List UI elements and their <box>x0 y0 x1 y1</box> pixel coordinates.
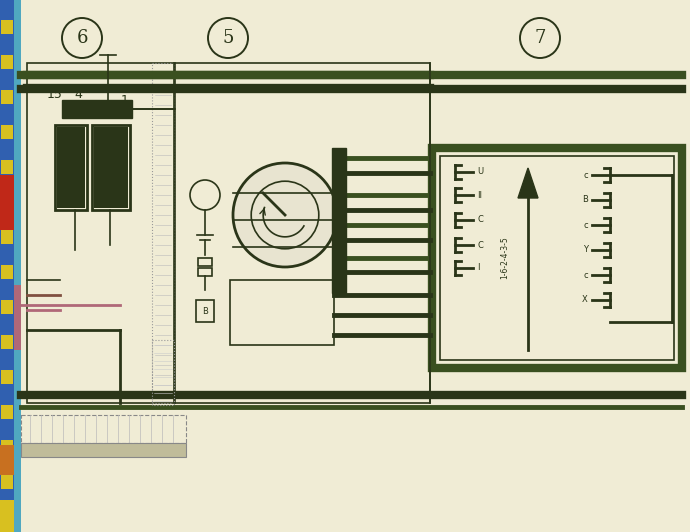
Bar <box>1 335 13 349</box>
Circle shape <box>233 163 337 267</box>
Bar <box>198 268 212 276</box>
Text: II: II <box>477 190 482 200</box>
Text: 5: 5 <box>222 29 234 47</box>
Bar <box>0 0 14 532</box>
Bar <box>57 127 85 208</box>
Bar <box>198 258 212 266</box>
Bar <box>1 300 13 314</box>
Text: C: C <box>477 240 483 250</box>
Bar <box>1 440 13 454</box>
Bar <box>1 160 13 174</box>
Text: B: B <box>582 195 588 204</box>
Text: 1: 1 <box>121 94 129 106</box>
Text: 1-6-2-4-3-5: 1-6-2-4-3-5 <box>500 237 509 279</box>
Text: c: c <box>583 270 588 279</box>
Bar <box>1 475 13 489</box>
Text: I: I <box>477 263 480 272</box>
Bar <box>1 370 13 384</box>
Bar <box>196 300 214 322</box>
Text: 7: 7 <box>534 29 546 47</box>
Text: U: U <box>477 168 483 177</box>
Bar <box>152 63 174 403</box>
Bar <box>174 63 430 403</box>
Bar <box>440 156 674 360</box>
Bar <box>1 90 13 104</box>
Bar <box>1 195 13 209</box>
Bar <box>1 265 13 279</box>
Text: 15: 15 <box>47 88 63 102</box>
Text: B: B <box>202 306 208 315</box>
Bar <box>152 340 174 405</box>
Bar <box>27 63 175 403</box>
Bar <box>21 415 186 443</box>
Bar <box>230 280 334 345</box>
Bar <box>1 405 13 419</box>
Bar <box>0 445 14 475</box>
Bar <box>0 500 14 532</box>
Text: 6: 6 <box>77 29 88 47</box>
Polygon shape <box>518 168 538 198</box>
Bar <box>21 443 186 457</box>
Bar <box>55 125 87 210</box>
Bar <box>14 0 21 532</box>
Text: 4: 4 <box>74 88 82 102</box>
Bar <box>1 125 13 139</box>
Bar <box>1 230 13 244</box>
Text: Y: Y <box>583 245 588 254</box>
Bar <box>0 175 14 230</box>
Bar <box>94 127 128 208</box>
Bar <box>1 55 13 69</box>
Text: c: c <box>583 170 588 179</box>
Text: c: c <box>583 220 588 229</box>
Text: C: C <box>477 215 483 225</box>
Bar <box>92 125 130 210</box>
Bar <box>432 148 682 368</box>
Text: X: X <box>582 295 588 304</box>
Bar <box>14 285 21 350</box>
Bar <box>62 100 132 118</box>
Bar <box>332 148 346 293</box>
Bar <box>1 20 13 34</box>
